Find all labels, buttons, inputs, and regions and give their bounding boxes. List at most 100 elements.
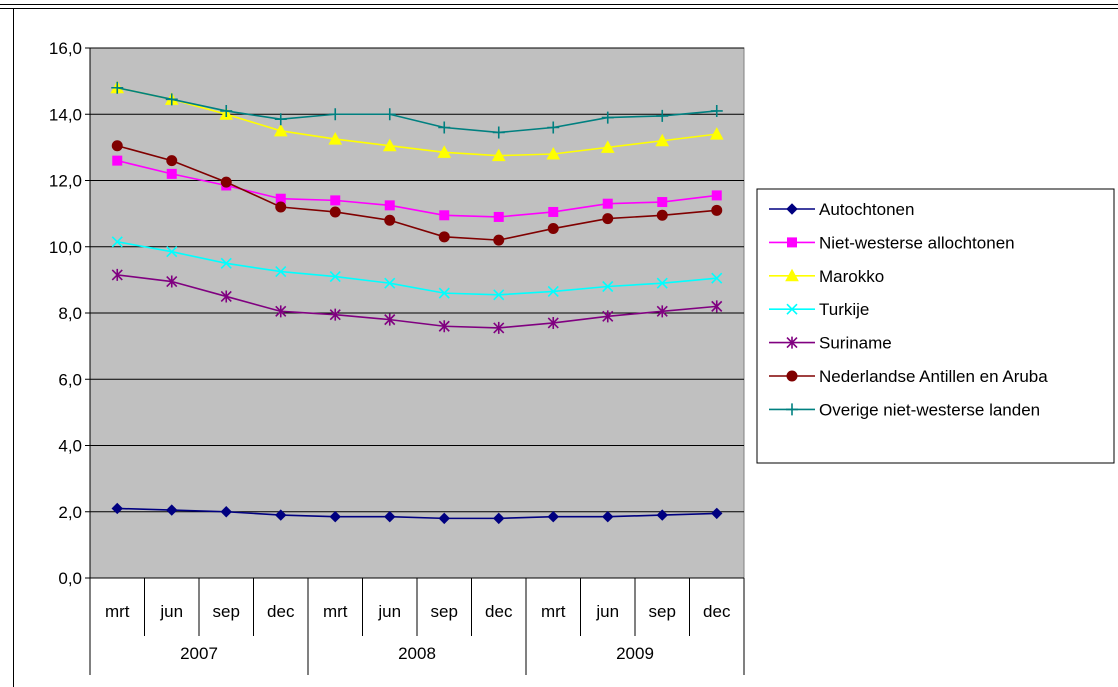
series-line [117,144,717,241]
y-tick-label: 0,0 [58,569,82,588]
x-tick-label: mrt [105,602,130,621]
data-point-marker [547,511,559,523]
data-point-marker [493,234,505,246]
legend-entry: Suriname [769,334,892,353]
x-tick-label: dec [267,602,295,621]
data-point-marker [328,132,343,145]
data-point-marker [547,121,560,134]
y-tick-label: 14,0 [49,105,82,124]
data-point-marker [656,209,668,221]
x-tick-label: mrt [541,602,566,621]
x-tick-label: dec [703,602,731,621]
data-point-marker [275,509,287,521]
x-tick-label: sep [649,602,676,621]
legend: Autochtonen Niet-westerse allochtonen Maro… [756,188,1115,464]
legend-label: Autochtonen [819,200,914,219]
data-point-marker [220,104,233,117]
legend-entry: Overige niet-westerse landen [769,400,1040,419]
data-point-marker [166,504,178,516]
data-point-marker [711,272,723,284]
data-point-marker [111,268,123,281]
legend-box [756,188,1115,464]
data-point-marker [656,277,668,289]
data-point-marker [382,138,397,152]
data-point-marker [602,280,614,293]
data-point-marker [111,502,123,515]
frame-top-border [0,4,1118,5]
data-point-marker [600,140,615,153]
data-point-marker [602,511,614,523]
data-point-marker [329,206,341,218]
data-point-marker [273,123,288,137]
series-nederlandse-antillen-en-aruba [111,140,723,246]
legend-label: Niet-westerse allochtonen [819,233,1015,252]
data-point-marker [548,206,559,217]
data-point-marker [438,320,450,333]
series-autochtonen [111,502,723,525]
data-point-marker [384,277,396,289]
data-point-marker [329,270,341,283]
series-line [117,86,717,134]
legend-entry: Autochtonen [769,200,914,219]
data-point-marker [275,266,287,278]
data-point-marker [111,236,123,248]
data-point-marker [329,511,341,523]
data-point-marker [710,104,723,117]
data-point-marker [329,108,342,121]
data-point-marker [493,211,504,222]
data-point-marker [383,108,396,121]
data-point-marker [166,168,177,179]
x-tick-label: sep [431,602,458,621]
data-point-marker [329,308,341,321]
series-suriname [111,268,723,334]
axes: 0,0 2,0 4,0 6,0 8,0 10,0 12,0 14,0 16,0 mrt jun sep… [49,39,745,675]
series-line [117,159,717,218]
series-lines [110,80,724,525]
data-point-marker [492,126,505,139]
data-point-marker [601,111,614,124]
data-point-marker [220,506,232,518]
series-line [117,274,717,329]
data-point-marker [275,305,287,318]
x-tick-label: sep [213,602,240,621]
x-tick-label: jun [377,602,401,621]
data-point-marker [786,370,798,382]
legend-label: Turkije [819,300,869,319]
legend-label: Suriname [819,334,892,353]
legend-entry: Nederlandse Antillen en Aruba [769,367,1048,386]
data-point-marker [656,109,669,122]
data-point-marker [384,313,396,326]
data-point-marker [656,509,668,521]
legend-label: Nederlandse Antillen en Aruba [819,367,1048,386]
data-point-marker [711,300,723,313]
data-point-marker [547,316,559,329]
legend-label: Marokko [819,267,884,286]
data-point-marker [711,190,722,201]
y-tick-label: 2,0 [58,503,82,522]
data-point-marker [166,246,178,258]
data-point-marker [786,403,798,416]
data-point-marker [111,140,123,152]
data-point-marker [384,511,396,523]
x-tick-label: jun [159,602,183,621]
data-point-marker [602,198,613,209]
data-point-marker [439,210,450,221]
data-point-marker [438,121,451,134]
data-point-marker [655,133,670,147]
data-point-marker [602,310,614,323]
y-tick-label: 16,0 [49,39,82,58]
data-point-marker [657,197,668,208]
data-point-marker [384,214,396,226]
data-point-marker [711,204,723,216]
data-point-marker [786,303,798,315]
legend-label: Overige niet-westerse landen [819,400,1040,419]
data-point-marker [112,155,123,166]
data-point-marker [165,93,178,106]
legend-entry: Niet-westerse allochtonen [769,233,1015,252]
series-line [117,86,717,157]
data-point-marker [493,512,505,525]
data-point-marker [438,512,450,525]
data-point-marker [656,305,668,318]
data-point-marker [274,113,287,126]
